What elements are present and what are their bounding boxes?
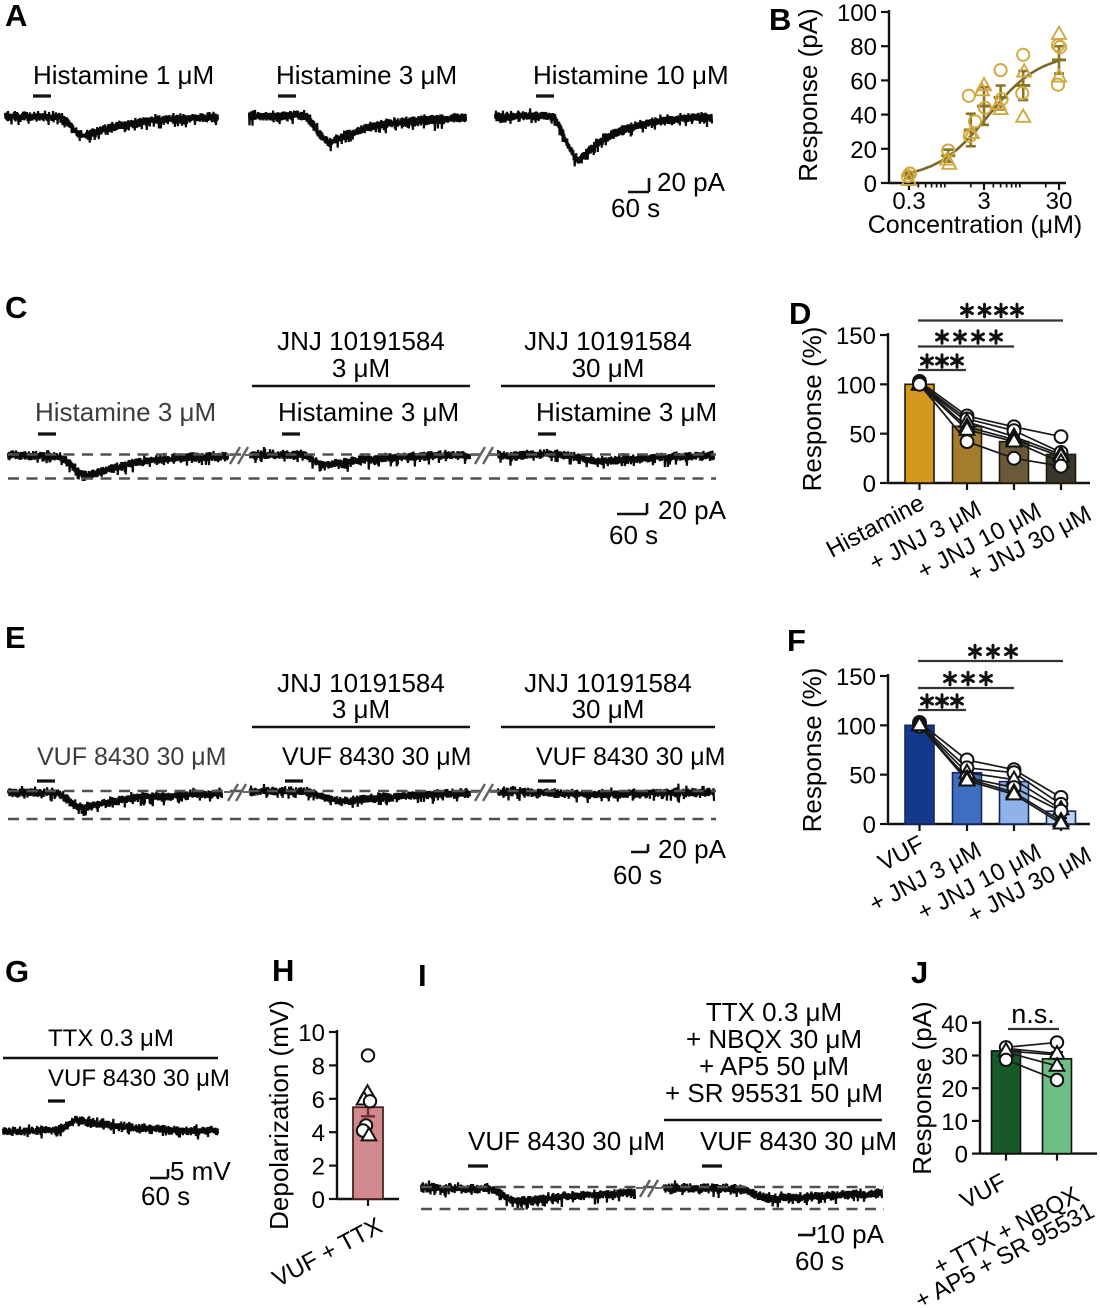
svg-text:50: 50: [849, 763, 876, 790]
svg-text:A: A: [5, 0, 27, 33]
svg-text:VUF 8430 30 μM: VUF 8430 30 μM: [48, 1065, 230, 1092]
svg-text:10 pA: 10 pA: [816, 1219, 885, 1249]
svg-text:30: 30: [941, 1044, 968, 1071]
svg-text:Response (pA): Response (pA): [907, 1001, 937, 1174]
svg-text:Response (%): Response (%): [797, 668, 827, 833]
svg-text:20 pA: 20 pA: [658, 495, 727, 525]
svg-text:VUF 8430 30 μM: VUF 8430 30 μM: [700, 1126, 897, 1156]
svg-text:10: 10: [941, 1109, 968, 1136]
svg-text:3 μM: 3 μM: [332, 694, 390, 724]
svg-text:4: 4: [312, 1120, 325, 1147]
svg-text:VUF 8430 30 μM: VUF 8430 30 μM: [468, 1126, 665, 1156]
svg-text:50: 50: [849, 422, 876, 449]
svg-text:VUF 8430 30 μM: VUF 8430 30 μM: [37, 743, 227, 771]
svg-text:3 μM: 3 μM: [332, 353, 390, 383]
svg-text:60 s: 60 s: [609, 520, 658, 550]
svg-text:JNJ 10191584: JNJ 10191584: [277, 326, 445, 356]
svg-text:100: 100: [836, 713, 876, 740]
svg-text:60 s: 60 s: [611, 193, 660, 223]
svg-text:I: I: [418, 958, 427, 993]
svg-text:0: 0: [863, 471, 876, 498]
svg-text:Histamine 3 μM: Histamine 3 μM: [278, 397, 459, 427]
svg-text:+ NBQX 30 μM: + NBQX 30 μM: [686, 1024, 862, 1054]
svg-text:150: 150: [836, 323, 876, 350]
svg-text:60 s: 60 s: [795, 1246, 844, 1276]
svg-text:80: 80: [850, 34, 877, 61]
svg-text:40: 40: [850, 103, 877, 130]
svg-text:n.s.: n.s.: [1011, 999, 1055, 1029]
svg-text:0: 0: [955, 1142, 968, 1169]
svg-text:10: 10: [298, 1020, 325, 1047]
svg-text:VUF 8430 30 μM: VUF 8430 30 μM: [282, 743, 472, 771]
svg-text:E: E: [5, 620, 26, 655]
svg-text:30: 30: [1046, 188, 1073, 215]
svg-text:30 μM: 30 μM: [572, 694, 645, 724]
svg-text:0.3: 0.3: [892, 188, 925, 215]
svg-text:0: 0: [312, 1187, 325, 1214]
svg-text:Response (%): Response (%): [797, 327, 827, 492]
svg-text:Response (pA): Response (pA): [793, 8, 823, 181]
svg-text:0: 0: [863, 812, 876, 839]
svg-text:+ SR 95531 50 μM: + SR 95531 50 μM: [665, 1078, 883, 1108]
svg-text:JNJ 10191584: JNJ 10191584: [524, 326, 692, 356]
svg-text:Histamine 3 μM: Histamine 3 μM: [276, 60, 457, 90]
svg-text:20 pA: 20 pA: [658, 834, 727, 864]
svg-text:VUF 8430 30 μM: VUF 8430 30 μM: [536, 743, 726, 771]
svg-text:Histamine 10 μM: Histamine 10 μM: [533, 60, 729, 90]
svg-text:JNJ 10191584: JNJ 10191584: [277, 668, 445, 698]
svg-text:40: 40: [941, 1011, 968, 1038]
svg-text:150: 150: [836, 664, 876, 691]
svg-text:8: 8: [312, 1053, 325, 1080]
svg-text:5 mV: 5 mV: [170, 1156, 231, 1186]
svg-text:60 s: 60 s: [141, 1181, 190, 1211]
svg-text:2: 2: [312, 1154, 325, 1181]
svg-text:J: J: [911, 955, 928, 990]
svg-text:20: 20: [850, 137, 877, 164]
svg-text:F: F: [787, 623, 806, 658]
svg-text:30 μM: 30 μM: [572, 353, 645, 383]
svg-text:0: 0: [864, 171, 877, 198]
svg-text:60 s: 60 s: [613, 860, 662, 890]
svg-text:100: 100: [836, 372, 876, 399]
svg-text:60: 60: [850, 68, 877, 95]
svg-text:JNJ 10191584: JNJ 10191584: [524, 668, 692, 698]
svg-text:20 pA: 20 pA: [657, 167, 726, 197]
svg-text:20: 20: [941, 1076, 968, 1103]
svg-text:TTX 0.3 μM: TTX 0.3 μM: [48, 1025, 174, 1052]
svg-text:Histamine 3 μM: Histamine 3 μM: [35, 397, 216, 427]
svg-text:G: G: [5, 954, 29, 989]
svg-text:Concentration (μM): Concentration (μM): [868, 211, 1082, 239]
svg-text:3: 3: [977, 188, 990, 215]
svg-text:Histamine 1 μM: Histamine 1 μM: [33, 60, 214, 90]
svg-text:D: D: [789, 296, 811, 331]
svg-text:Histamine 3 μM: Histamine 3 μM: [536, 397, 717, 427]
svg-text:Depolarization (mV): Depolarization (mV): [264, 1000, 294, 1230]
svg-text:C: C: [5, 290, 27, 325]
svg-text:H: H: [272, 953, 294, 988]
svg-text:TTX 0.3 μM: TTX 0.3 μM: [706, 997, 842, 1027]
svg-text:B: B: [769, 2, 791, 37]
svg-text:100: 100: [837, 0, 877, 27]
svg-text:+ AP5 50 μM: + AP5 50 μM: [699, 1051, 849, 1081]
svg-text:6: 6: [312, 1087, 325, 1114]
